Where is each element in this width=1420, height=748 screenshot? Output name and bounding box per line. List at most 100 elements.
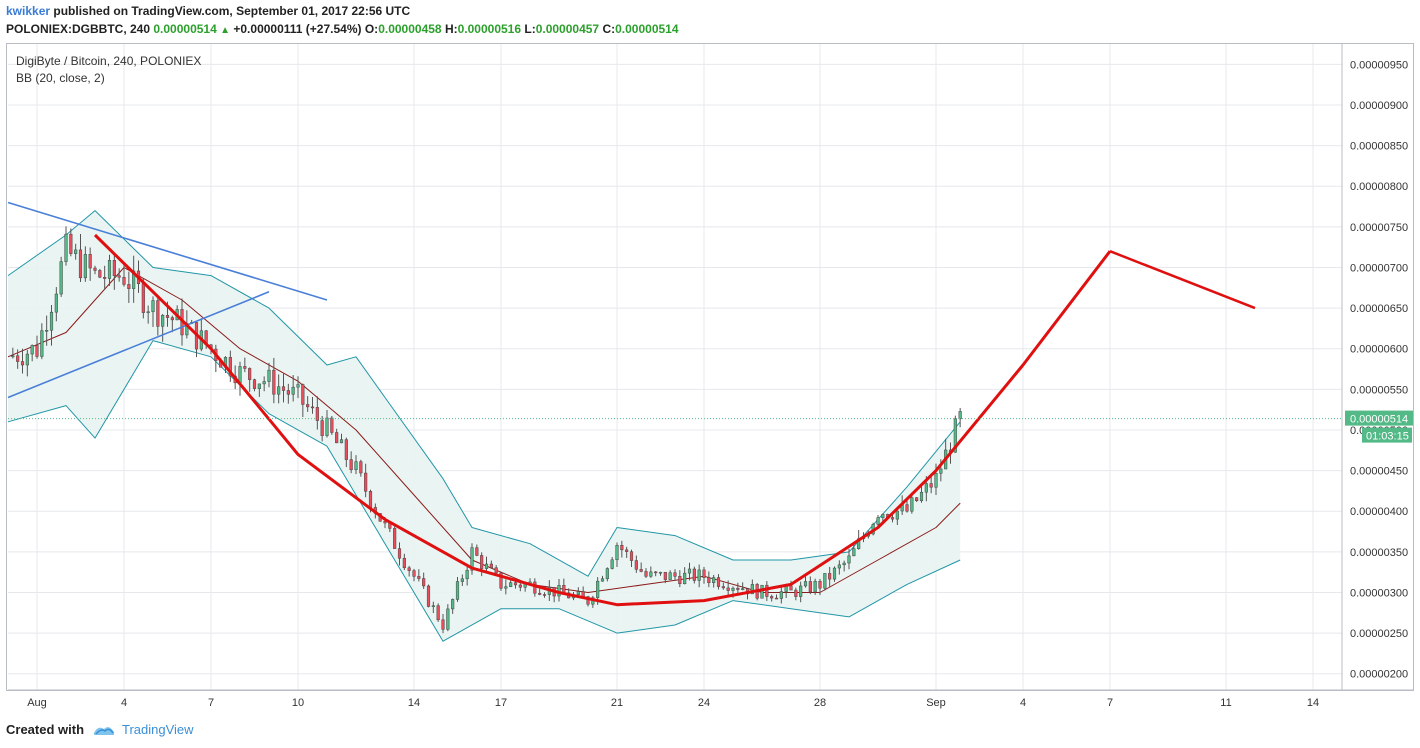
candle-body — [103, 277, 107, 279]
candle-body — [915, 497, 919, 501]
candle-body — [832, 567, 837, 580]
candle-body — [692, 568, 696, 581]
candle-body — [35, 345, 39, 357]
candle-body — [117, 275, 121, 278]
candle-body — [475, 547, 479, 556]
candle-body — [359, 461, 363, 474]
tradingview-logo-icon[interactable] — [92, 723, 116, 737]
candle-body — [393, 528, 397, 549]
candle-body — [146, 311, 150, 314]
candle-body — [919, 491, 924, 501]
candle-body — [16, 355, 20, 362]
candle-body — [673, 572, 677, 577]
publish-info: kwikker published on TradingView.com, Se… — [6, 4, 410, 18]
candle-body — [436, 605, 440, 621]
x-tick-label: 14 — [408, 697, 420, 709]
last-price-label: 0.00000514 — [1350, 414, 1408, 426]
candle-body — [74, 249, 78, 254]
candle-body — [687, 568, 692, 574]
close-label: C: — [602, 22, 616, 36]
candle-body — [455, 581, 460, 600]
candle-body — [83, 254, 87, 279]
open-value: 0.00000458 — [378, 22, 442, 36]
candle-body — [286, 390, 290, 395]
candle-body — [107, 260, 112, 279]
y-tick-label: 0.00000600 — [1350, 344, 1408, 356]
tradingview-brand-link[interactable]: TradingView — [122, 722, 194, 737]
x-tick-label: 4 — [121, 697, 127, 709]
candle-body — [895, 510, 899, 520]
y-tick-label: 0.00000700 — [1350, 262, 1408, 274]
candle-body — [760, 584, 764, 599]
candle-body — [736, 587, 740, 590]
up-arrow-icon: ▲ — [220, 25, 231, 36]
candle-body — [422, 578, 426, 587]
candle-body — [494, 567, 498, 574]
candle-body — [45, 330, 49, 332]
author-link[interactable]: kwikker — [6, 4, 51, 18]
candle-body — [731, 587, 735, 591]
candle-body — [610, 559, 614, 569]
x-tick-label: 14 — [1307, 697, 1319, 709]
candle-body — [301, 384, 305, 405]
candle-body — [291, 386, 295, 395]
candle-body — [504, 586, 508, 589]
candle-body — [910, 497, 914, 512]
candle-body — [813, 581, 817, 593]
candle-body — [837, 564, 841, 569]
y-tick-label: 0.00000300 — [1350, 587, 1408, 599]
candle-body — [803, 581, 808, 587]
candle-body — [306, 404, 310, 408]
candle-body — [750, 584, 754, 595]
candle-body — [30, 345, 34, 355]
bollinger-fill — [8, 210, 961, 642]
change-value: +0.00000111 (+27.54%) — [233, 22, 362, 36]
candle-body — [54, 293, 58, 313]
candle-body — [20, 361, 25, 366]
symbol-label: POLONIEX:DGBBTC, 240 — [6, 22, 151, 36]
candle-body — [262, 381, 266, 385]
candle-body — [789, 585, 793, 591]
y-tick-label: 0.00000450 — [1350, 466, 1408, 478]
candle-body — [890, 517, 895, 520]
candle-body — [156, 300, 160, 327]
candle-body — [25, 353, 29, 366]
indicator-label[interactable]: BB (20, close, 2) — [16, 71, 105, 85]
candle-body — [779, 591, 783, 599]
y-tick-label: 0.00000200 — [1350, 669, 1408, 681]
x-tick-label: 28 — [814, 697, 826, 709]
candle-body — [634, 560, 638, 570]
x-tick-label: 7 — [208, 697, 214, 709]
trendline — [7, 291, 270, 399]
candle-body — [876, 517, 880, 525]
candle-body — [272, 369, 276, 395]
candle-body — [847, 555, 851, 564]
candle-body — [335, 432, 339, 444]
candle-body — [702, 569, 706, 578]
candle-body — [64, 233, 68, 262]
candle-body — [716, 577, 721, 587]
ohlc-bar: POLONIEX:DGBBTC, 240 0.00000514 ▲ +0.000… — [6, 22, 679, 38]
x-tick-label: 17 — [495, 697, 507, 709]
candle-body — [59, 261, 63, 295]
candle-body — [596, 580, 600, 598]
candle-body — [654, 571, 658, 574]
candle-body — [707, 577, 711, 583]
candle-body — [499, 572, 503, 589]
trendline — [7, 201, 328, 301]
pane-title: DigiByte / Bitcoin, 240, POLONIEX — [16, 54, 202, 68]
high-label: H: — [444, 22, 458, 36]
y-tick-label: 0.00000350 — [1350, 547, 1408, 559]
candle-body — [320, 420, 324, 436]
candle-body — [823, 573, 827, 589]
x-tick-label: 4 — [1020, 697, 1026, 709]
bollinger-lower-line — [7, 340, 961, 642]
candle-body — [257, 383, 261, 389]
candle-body — [852, 548, 856, 557]
candle-body — [354, 461, 358, 471]
countdown-label: 01:03:15 — [1366, 431, 1409, 443]
candle-body — [315, 407, 319, 421]
candle-body — [649, 571, 653, 577]
y-tick-label: 0.00000750 — [1350, 222, 1408, 234]
